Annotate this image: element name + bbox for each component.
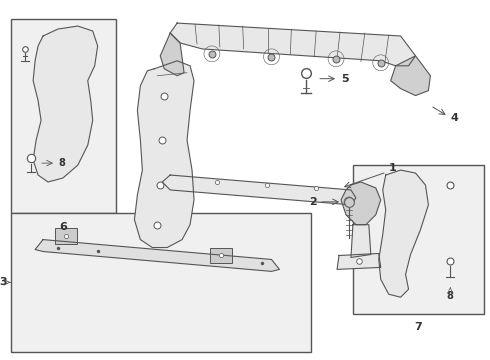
Text: 1: 1: [389, 163, 396, 173]
Polygon shape: [391, 56, 430, 95]
Text: 7: 7: [415, 322, 422, 332]
Text: 5: 5: [341, 74, 349, 84]
Text: 2: 2: [309, 197, 317, 207]
Polygon shape: [33, 26, 98, 182]
Text: 8: 8: [447, 291, 454, 301]
Text: 3: 3: [0, 277, 7, 287]
Text: 6: 6: [59, 222, 67, 232]
Polygon shape: [160, 33, 184, 76]
Bar: [353, 165, 484, 314]
Polygon shape: [379, 170, 428, 297]
Polygon shape: [337, 253, 381, 269]
Polygon shape: [162, 175, 356, 205]
Bar: [11, 19, 116, 213]
Polygon shape: [134, 61, 194, 248]
Polygon shape: [170, 23, 416, 66]
Polygon shape: [351, 225, 371, 257]
Text: 4: 4: [450, 113, 458, 123]
Polygon shape: [341, 182, 381, 225]
Bar: [55, 228, 77, 244]
Text: 8: 8: [58, 158, 65, 168]
Polygon shape: [35, 240, 279, 271]
Bar: [11, 213, 311, 352]
Bar: [210, 248, 232, 264]
